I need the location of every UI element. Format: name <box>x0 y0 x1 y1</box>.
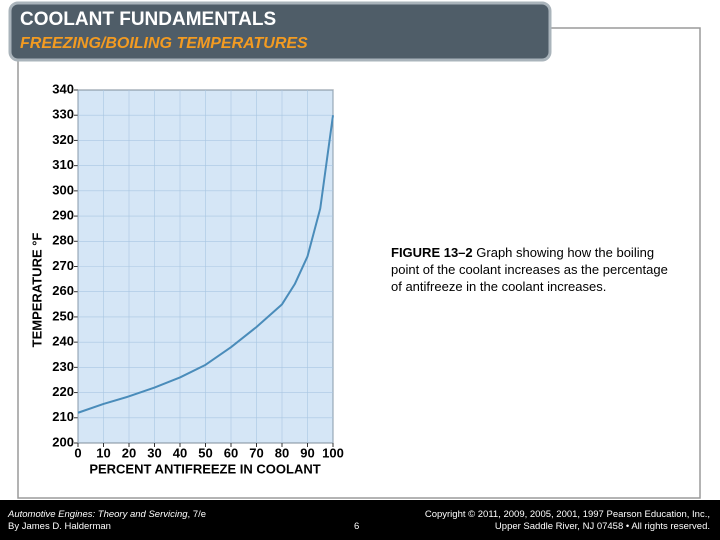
x-axis-label: PERCENT ANTIFREEZE IN COOLANT <box>89 461 320 476</box>
copyright-line: Copyright © 2011, 2009, 2005, 2001, 1997… <box>424 509 710 520</box>
x-tick-label: 50 <box>198 445 212 460</box>
y-tick-label: 340 <box>52 81 74 96</box>
figure-caption: FIGURE 13–2 Graph showing how the boilin… <box>391 244 671 295</box>
x-tick-label: 0 <box>74 445 81 460</box>
y-tick-label: 230 <box>52 359 74 374</box>
y-tick-label: 320 <box>52 132 74 147</box>
x-tick-label: 40 <box>173 445 187 460</box>
y-tick-label: 210 <box>52 409 74 424</box>
x-tick-label: 80 <box>275 445 289 460</box>
y-tick-label: 270 <box>52 258 74 273</box>
y-tick-label: 280 <box>52 233 74 248</box>
x-tick-label: 100 <box>322 445 344 460</box>
caption-text: Graph showing how the boiling point of t… <box>391 245 668 294</box>
book-title: Automotive Engines: Theory and Servicing <box>8 509 188 520</box>
y-tick-label: 200 <box>52 434 74 449</box>
footer-right: Copyright © 2011, 2009, 2005, 2001, 1997… <box>425 509 710 533</box>
footer-bar <box>0 500 720 540</box>
y-tick-label: 300 <box>52 182 74 197</box>
page-number: 6 <box>354 521 360 532</box>
x-tick-label: 20 <box>122 445 136 460</box>
y-tick-label: 240 <box>52 334 74 349</box>
y-tick-label: 260 <box>52 283 74 298</box>
copyright-line: Upper Saddle River, NJ 07458 • All right… <box>494 521 710 532</box>
y-tick-label: 290 <box>52 208 74 223</box>
header-banner <box>8 1 552 62</box>
y-tick-label: 220 <box>52 384 74 399</box>
x-tick-label: 60 <box>224 445 238 460</box>
data-line <box>77 115 334 414</box>
edition: , 7/e <box>187 509 207 520</box>
caption-label: FIGURE 13–2 <box>391 245 473 260</box>
y-tick-label: 310 <box>52 157 74 172</box>
x-tick-label: 10 <box>96 445 110 460</box>
y-tick-label: 330 <box>52 107 74 122</box>
header-title: COOLANT FUNDAMENTALS <box>20 9 276 30</box>
author: By James D. Halderman <box>8 521 111 532</box>
y-tick-label: 250 <box>52 308 74 323</box>
x-tick-label: 30 <box>147 445 161 460</box>
x-tick-label: 70 <box>249 445 263 460</box>
header-subtitle: FREEZING/BOILING TEMPERATURES <box>20 35 308 52</box>
footer-left: Automotive Engines: Theory and Servicing… <box>8 509 206 533</box>
x-tick-label: 90 <box>300 445 314 460</box>
y-axis-label: TEMPERATURE °F <box>29 233 44 348</box>
